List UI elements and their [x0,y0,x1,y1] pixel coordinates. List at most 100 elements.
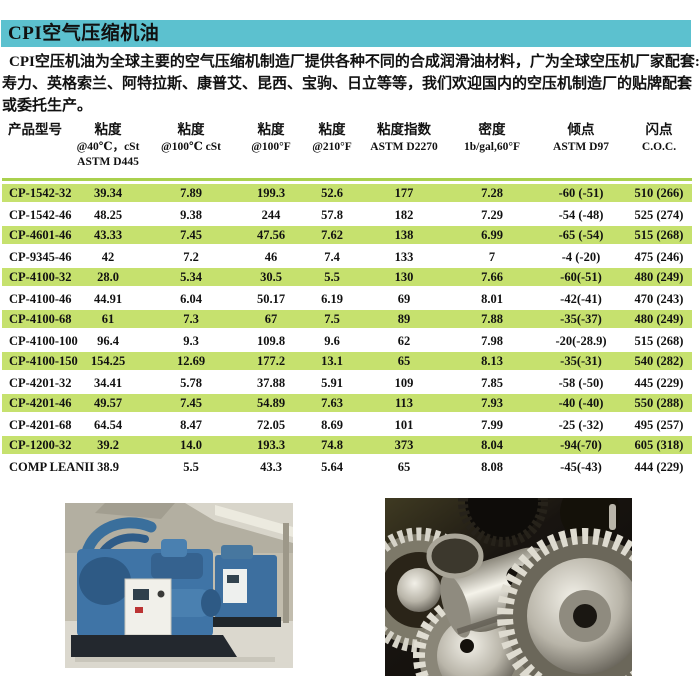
spec-value: 38.9 [97,459,119,474]
spec-value: 7 [488,249,496,264]
column-header-viscosity-100c: 粘度 @100℃ cSt [161,122,221,153]
spec-table-header: 产品型号 粘度 @40℃，cSt ASTM D445 粘度 @100℃ cSt … [2,120,692,170]
spec-value: 7.2 [183,249,199,264]
spec-value: 57.8 [321,207,343,222]
table-row: CP-4100-32 28.0 5.34 30.5 5.5 130 7.66 -60(-51)… [2,267,692,288]
spec-value: 109.8 [256,333,286,348]
spec-value: -35(-31) [560,354,602,368]
spec-value: 138 [394,228,414,242]
spec-value: 244 [261,207,281,222]
column-header-viscosity-40c: 粘度 @40℃，cSt ASTM D445 [76,122,140,168]
spec-value: 42 [101,249,115,264]
product-name: CP-1200-32 [9,438,72,452]
spec-value: 182 [394,207,414,222]
table-row: CP-4100-150 154.25 12.69 177.2 13.1 65 8.13 -35… [2,351,692,372]
table-row: CP-4100-46 44.91 6.04 50.17 6.19 69 8.01 -42(-4… [2,288,692,309]
spec-value: 34.41 [93,375,123,390]
spec-value: 109 [394,375,414,390]
table-row: CP-4100-68 61 7.3 67 7.5 89 7.88 -35(-37) 480 (2… [2,309,692,330]
table-row: CP-4201-32 34.41 5.78 37.88 5.91 109 7.85 -58 (… [2,372,692,393]
spec-value: -60 (-51) [558,186,604,200]
spec-value: 67 [264,312,278,326]
spec-value: 7.5 [324,312,340,326]
spec-value: -94(-70) [560,438,602,452]
product-name: CP-4201-32 [9,375,72,390]
spec-value: 101 [394,417,414,432]
spec-value: 8.69 [321,417,343,432]
table-top-divider [2,178,692,181]
spec-value: 193.3 [256,438,286,452]
column-header-product: 产品型号 [8,122,62,137]
spec-value: 7.62 [321,228,343,242]
spec-value: -60(-51) [560,270,602,284]
spec-value: 7.63 [321,396,343,410]
spec-value: 13.1 [321,354,343,368]
spec-value: 540 (282) [634,354,684,368]
table-row: CP-4601-46 43.33 7.45 47.56 7.62 138 6.99 -65 (… [2,225,692,246]
spec-value: 515 (268) [634,228,684,242]
spec-value: 9.6 [324,333,340,348]
spec-value: 445 (229) [634,375,684,390]
spec-value: 30.5 [260,270,282,284]
product-name: CP-4100-100 [9,333,78,348]
column-header-viscosity-100f: 粘度 @100°F [251,122,291,153]
spec-value: 8.01 [481,291,503,306]
compressor-photo [65,503,293,668]
spec-value: 74.8 [321,438,343,452]
spec-value: -4 (-20) [561,249,601,264]
table-row: CP-1542-46 48.25 9.38 244 57.8 182 7.29 -54 (-4… [2,204,692,225]
table-row: COMP LEANII 38.9 5.5 43.3 5.64 65 8.08 -45(-43)… [2,456,692,477]
spec-value: 5.91 [321,375,343,390]
table-row: CP-9345-46 42 7.2 46 7.4 133 7 -4 (-20) 475 (246… [2,246,692,267]
table-row: CP-4100-100 96.4 9.3 109.8 9.6 62 7.98 -20(-28.… [2,330,692,351]
spec-value: 177.2 [256,354,286,368]
spec-value: 510 (266) [634,186,684,200]
intro-paragraph: CPI空压机油为全球主要的空气压缩机制造厂提供各种不同的合成润滑油材料，广为全球… [2,51,700,117]
spec-value: 8.08 [481,459,503,474]
gears-photo [385,498,632,676]
column-header-pour-point: 倾点 ASTM D97 [553,122,609,153]
spec-value: -58 (-50) [558,375,604,390]
spec-value: -35(-37) [560,312,602,326]
spec-value: 39.34 [93,186,123,200]
spec-value: 47.56 [256,228,286,242]
spec-value: 7.85 [481,375,503,390]
product-name: CP-4601-46 [9,228,72,242]
column-header-flash-point: 闪点 C.O.C. [641,122,677,153]
spec-value: -20(-28.9) [555,333,607,348]
spec-value: 7.93 [481,396,503,410]
spec-value: 72.05 [256,417,286,432]
spec-value: 6.19 [321,291,343,306]
spec-value: 50.17 [256,291,286,306]
spec-value: 37.88 [256,375,286,390]
spec-value: 8.13 [481,354,503,368]
spec-value: -45(-43) [560,459,602,474]
spec-value: 8.04 [481,438,503,452]
spec-value: 550 (288) [634,396,684,410]
spec-value: 475 (246) [634,249,684,264]
spec-value: 7.88 [481,312,503,326]
spec-value: 44.91 [93,291,123,306]
spec-value: 7.45 [180,228,202,242]
spec-value: 9.38 [180,207,202,222]
spec-value: 43.33 [93,228,123,242]
spec-value: 470 (243) [634,291,684,306]
spec-value: 96.4 [97,333,119,348]
product-name: CP-1542-32 [9,186,72,200]
intro-line: 寿力、英格索兰、阿特拉斯、康普艾、昆西、宝驹、日立等等，我们欢迎国内的空压机制造… [2,76,693,92]
spec-value: 199.3 [256,186,286,200]
product-name: CP-4100-68 [9,312,72,326]
spec-value: -40 (-40) [558,396,604,410]
spec-value: 43.3 [260,459,282,474]
spec-value: 69 [397,291,411,306]
page-title: CPI空气压缩机油 [8,23,160,44]
spec-value: 5.64 [321,459,343,474]
spec-value: 444 (229) [634,459,684,474]
spec-value: -65 (-54) [558,228,604,242]
spec-value: -54 (-48) [558,207,604,222]
table-row: CP-1200-32 39.2 14.0 193.3 74.8 373 8.04 -94(-7… [2,435,692,456]
spec-value: 177 [394,186,414,200]
spec-value: 65 [397,459,411,474]
table-row: CP-1542-32 39.34 7.89 199.3 52.6 177 7.28 -60 (… [2,183,692,204]
spec-value: 154.25 [90,354,126,368]
